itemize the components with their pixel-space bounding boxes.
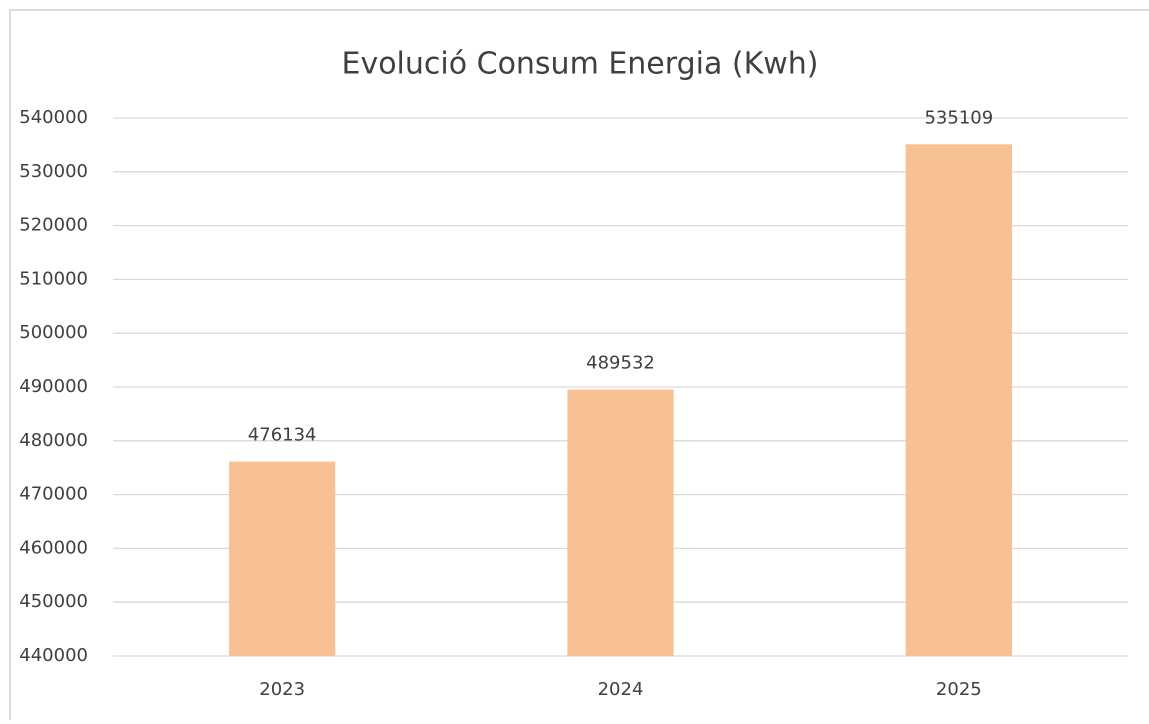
bar <box>229 461 336 656</box>
data-label: 535109 <box>924 107 993 128</box>
y-tick-label: 450000 <box>19 591 88 612</box>
x-tick-label: 2023 <box>259 679 305 700</box>
chart-title: Evolució Consum Energia (Kwh) <box>341 47 818 82</box>
data-label: 476134 <box>248 425 317 446</box>
data-label: 489532 <box>586 353 655 374</box>
y-tick-label: 460000 <box>19 537 88 558</box>
x-tick-label: 2025 <box>936 679 982 700</box>
y-tick-label: 540000 <box>19 107 88 128</box>
bar <box>567 389 674 656</box>
y-tick-label: 470000 <box>19 484 88 505</box>
x-tick-label: 2024 <box>598 679 644 700</box>
y-tick-label: 520000 <box>19 215 88 236</box>
y-tick-label: 510000 <box>19 268 88 289</box>
y-tick-label: 440000 <box>19 645 88 666</box>
y-tick-label: 490000 <box>19 376 88 397</box>
y-tick-label: 480000 <box>19 430 88 451</box>
y-tick-label: 530000 <box>19 161 88 182</box>
y-tick-label: 500000 <box>19 322 88 343</box>
bar <box>905 144 1012 656</box>
